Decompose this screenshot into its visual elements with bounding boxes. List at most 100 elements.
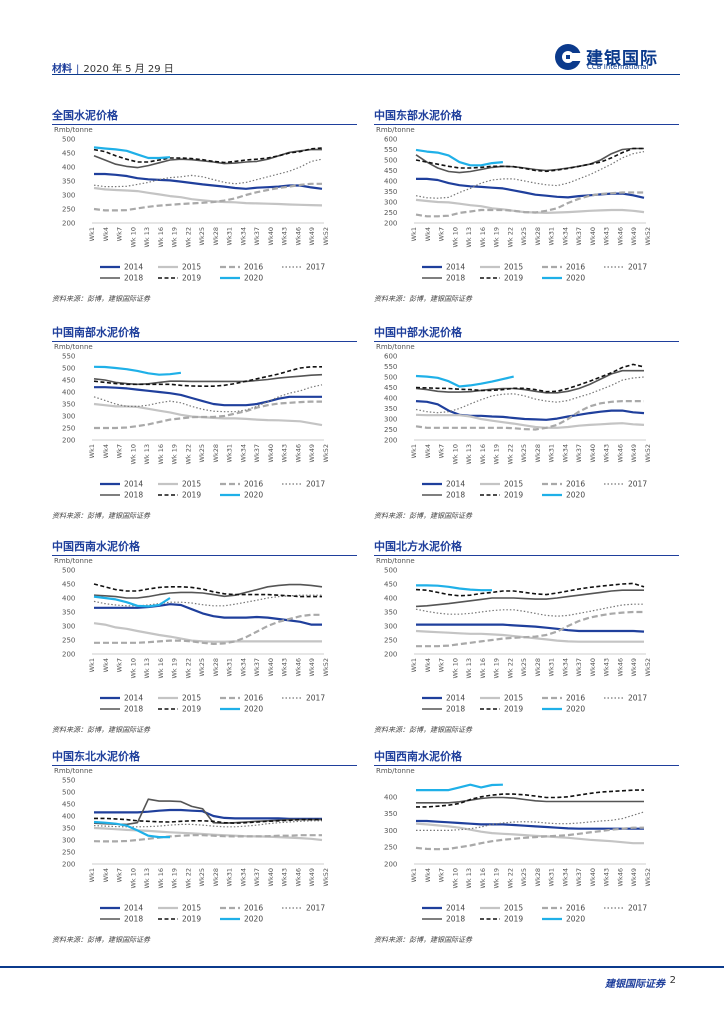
series-line-2019: [415, 582, 645, 597]
x-tick-label: Wk52: [644, 227, 652, 245]
logo-name-cn: 建银国际: [586, 49, 658, 69]
y-tick-label: 350: [384, 609, 397, 617]
legend-label: 2019: [182, 705, 201, 714]
x-tick-label: Wk34: [239, 444, 247, 462]
x-tick-label: Wk 22: [184, 868, 192, 889]
chart-title: 中国西南水泥价格: [52, 540, 140, 553]
y-tick-label: 250: [384, 426, 397, 434]
x-tick-label: Wk 19: [171, 658, 179, 679]
y-tick-label: 250: [62, 849, 75, 857]
x-tick-label: Wk40: [267, 868, 275, 886]
y-tick-label: 250: [62, 425, 75, 433]
y-tick-label: 300: [384, 199, 397, 207]
x-tick-label: Wk 13: [465, 658, 473, 679]
y-tick-label: 500: [384, 567, 397, 575]
y-tick-label: 200: [384, 220, 397, 228]
y-tick-label: 350: [62, 178, 75, 186]
x-tick-label: Wk34: [239, 868, 247, 886]
chart-title: 中国东部水泥价格: [374, 109, 462, 122]
x-tick-label: Wk4: [424, 868, 432, 882]
legend-label: 2017: [306, 263, 325, 272]
legend-label: 2014: [446, 480, 465, 489]
legend-label: 2018: [446, 705, 465, 714]
legend-label: 2014: [124, 904, 143, 913]
x-tick-label: Wk28: [212, 868, 220, 886]
legend-label: 2020: [566, 705, 585, 714]
chart-panel: 中国东部水泥价格 Rmb/tonne 200 250 300 350 400 450 500 55…: [374, 107, 679, 312]
y-axis-label: Rmb/tonne: [54, 558, 93, 565]
legend-label: 2015: [182, 904, 201, 913]
series-line-2014: [94, 172, 323, 190]
y-tick-label: 500: [62, 136, 75, 144]
y-tick-label: 350: [384, 405, 397, 413]
x-tick-label: Wk40: [589, 444, 597, 462]
y-tick-label: 450: [384, 581, 397, 589]
y-tick-label: 550: [62, 353, 75, 361]
series-line-2016: [416, 610, 644, 648]
x-tick-label: Wk31: [226, 444, 234, 462]
legend-label: 2018: [446, 915, 465, 924]
y-tick-label: 300: [384, 827, 397, 835]
x-tick-label: Wk43: [603, 658, 611, 676]
series-line-2015: [93, 826, 323, 842]
x-tick-label: Wk 22: [506, 658, 514, 679]
chart-title: 中国东北水泥价格: [52, 750, 140, 763]
series-line-2018: [415, 369, 644, 394]
x-tick-label: Wk28: [534, 868, 542, 886]
y-tick-label: 450: [62, 150, 75, 158]
x-tick-label: Wk25: [520, 868, 528, 886]
y-tick-label: 400: [62, 813, 75, 821]
y-tick-label: 250: [384, 844, 397, 852]
series-line-2018: [93, 373, 323, 386]
y-tick-label: 200: [384, 861, 397, 869]
legend-label: 2017: [306, 694, 325, 703]
x-tick-label: Wk28: [212, 227, 220, 245]
series-line-2016: [94, 400, 322, 430]
legend-label: 2020: [566, 274, 585, 283]
x-tick-label: Wk 10: [129, 444, 137, 465]
series-line-2019: [93, 583, 322, 598]
legend-label: 2019: [504, 274, 523, 283]
x-tick-label: Wk 10: [129, 658, 137, 679]
x-tick-label: Wk4: [424, 444, 432, 458]
y-tick-label: 200: [62, 861, 75, 869]
chart-title-rule: [52, 341, 357, 342]
chart-title-rule: [374, 341, 679, 342]
x-tick-label: Wk46: [294, 444, 302, 462]
x-tick-label: Wk52: [644, 444, 652, 462]
legend-label: 2014: [124, 263, 143, 272]
x-tick-label: Wk 22: [506, 227, 514, 248]
chart-title-rule: [374, 555, 679, 556]
y-tick-label: 400: [62, 164, 75, 172]
x-tick-label: Wk 22: [184, 444, 192, 465]
series-line-2015: [415, 822, 644, 845]
legend-label: 2014: [124, 480, 143, 489]
y-axis-label: Rmb/tonne: [376, 768, 415, 775]
x-tick-label: Wk40: [267, 658, 275, 676]
x-tick-label: Wk28: [212, 444, 220, 462]
series-line-2016: [93, 834, 322, 843]
x-tick-label: Wk37: [253, 227, 261, 245]
series-line-2017: [93, 820, 322, 828]
series-line-2016: [94, 613, 322, 646]
series-line-2014: [416, 623, 645, 633]
x-tick-label: Wk7: [438, 227, 446, 241]
series-line-2020: [416, 783, 503, 792]
y-tick-label: 450: [62, 801, 75, 809]
y-tick-label: 350: [384, 810, 397, 818]
series-line-2017: [415, 376, 645, 414]
legend-label: 2017: [306, 480, 325, 489]
y-tick-label: 400: [384, 178, 397, 186]
x-tick-label: Wk28: [534, 227, 542, 245]
x-tick-label: Wk 16: [479, 868, 487, 889]
x-tick-label: Wk52: [644, 658, 652, 676]
y-tick-label: 450: [384, 384, 397, 392]
x-tick-label: Wk46: [294, 868, 302, 886]
series-line-2019: [416, 789, 644, 808]
legend-label: 2020: [244, 274, 263, 283]
report-meta: 材料 | 2020 年 5 月 29 日: [52, 64, 174, 75]
y-tick-label: 550: [384, 363, 397, 371]
legend-label: 2015: [504, 263, 523, 272]
header-divider: [52, 74, 680, 75]
x-tick-label: Wk49: [630, 868, 638, 886]
